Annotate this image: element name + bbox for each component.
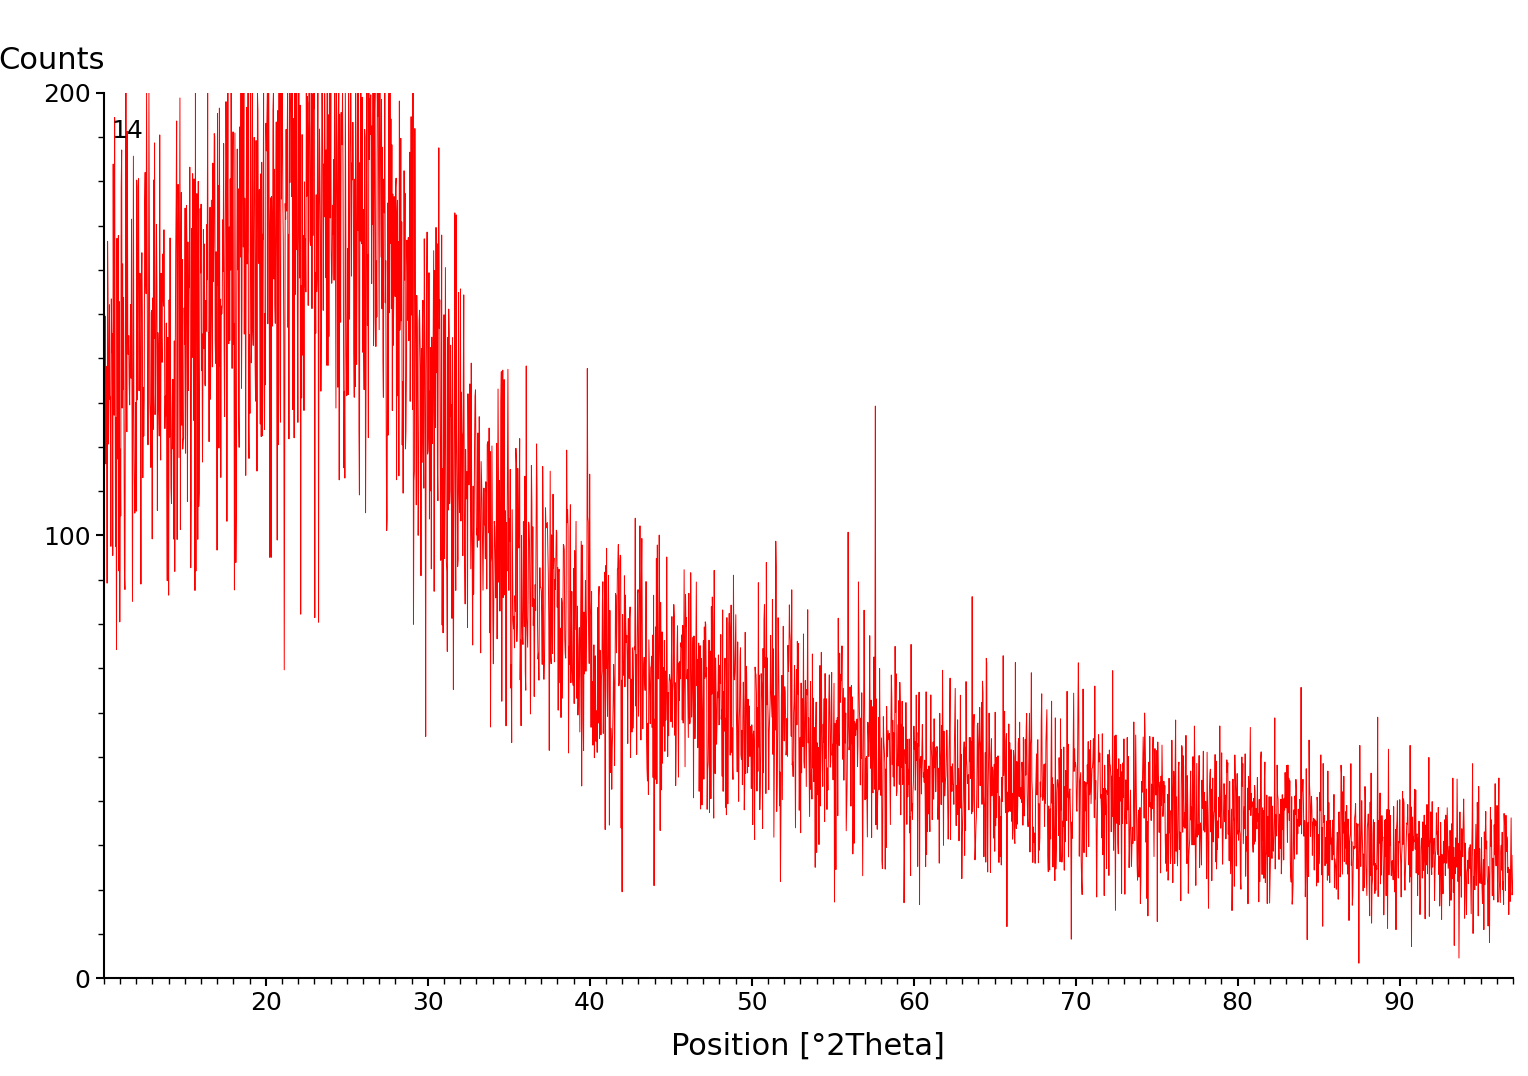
Text: 14: 14: [112, 119, 142, 143]
Text: Counts: Counts: [0, 46, 104, 75]
X-axis label: Position [°2Theta]: Position [°2Theta]: [671, 1032, 946, 1061]
